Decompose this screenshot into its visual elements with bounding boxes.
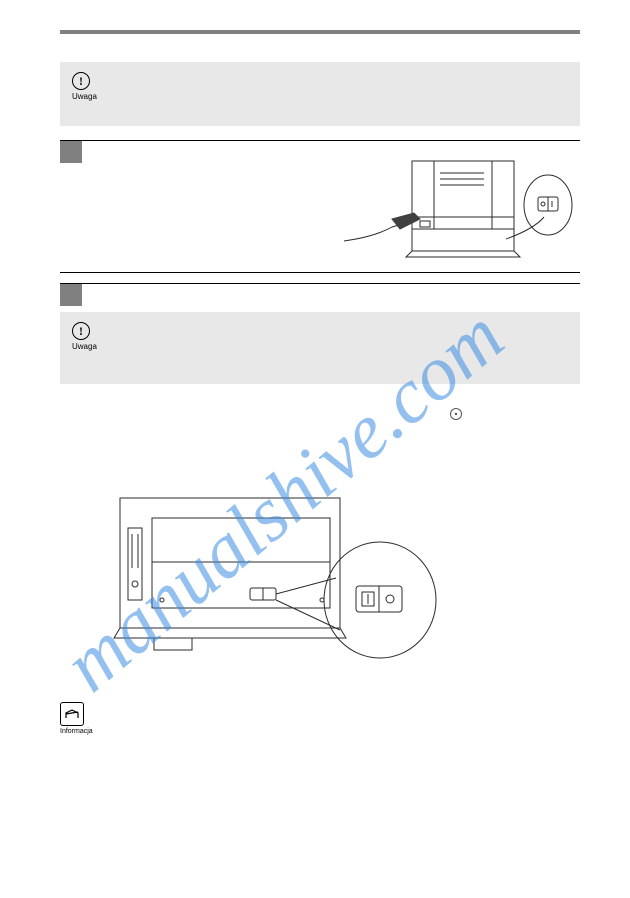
caution-icon: ! bbox=[72, 322, 90, 340]
caution-label: Uwaga bbox=[72, 92, 568, 101]
info-icon bbox=[60, 702, 84, 726]
inline-circled-icon bbox=[450, 408, 462, 420]
caution-icon: ! bbox=[72, 72, 90, 90]
printer-front-illustration bbox=[100, 488, 440, 678]
step-2 bbox=[60, 283, 580, 306]
caution-symbol: ! bbox=[79, 325, 83, 337]
step-number-box bbox=[60, 141, 82, 163]
info-label: Informacja bbox=[60, 728, 580, 735]
info-box: Informacja bbox=[60, 702, 580, 735]
step-1 bbox=[60, 140, 580, 273]
step-number-box bbox=[60, 284, 82, 306]
body-paragraph-area bbox=[60, 398, 580, 458]
caution-label: Uwaga bbox=[72, 342, 568, 351]
caution-box-1: ! Uwaga bbox=[60, 62, 580, 126]
caution-box-2: ! Uwaga bbox=[60, 312, 580, 384]
printer-cable-illustration bbox=[334, 159, 574, 271]
header-rule bbox=[60, 30, 580, 34]
caution-symbol: ! bbox=[79, 75, 83, 87]
